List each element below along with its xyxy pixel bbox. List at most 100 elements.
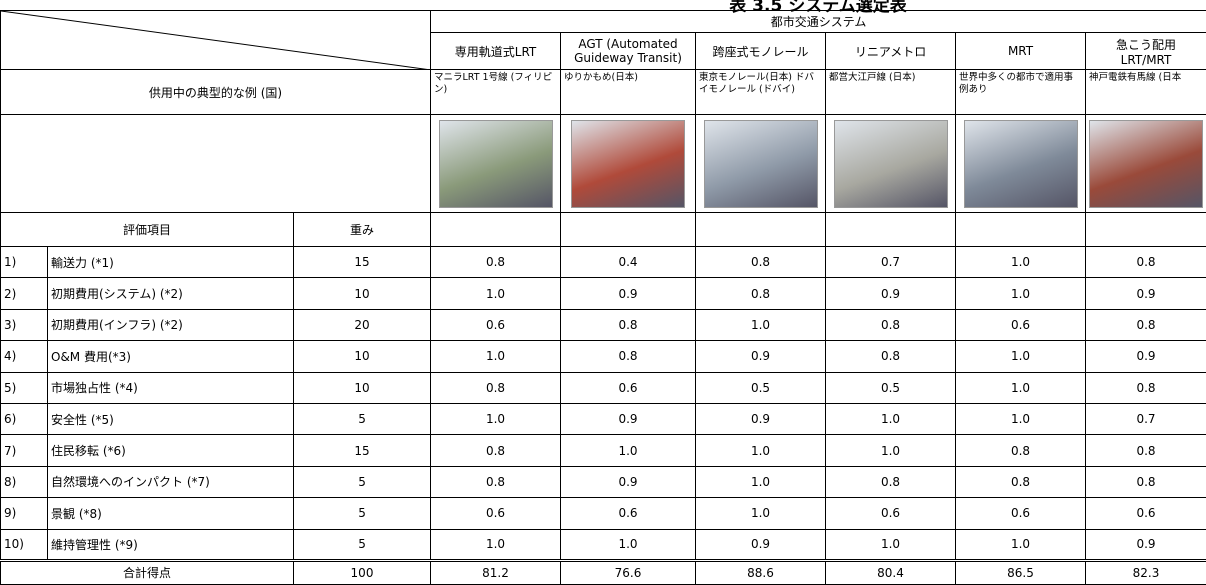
system-example: 都営大江戸線 (日本) [825,69,957,115]
row-number: 4) [0,340,48,373]
weight: 10 [292,371,432,404]
photo [571,119,686,208]
score: 0.8 [1085,308,1206,342]
photo-cell [695,114,827,213]
score: 1.0 [430,277,562,310]
score: 0.6 [430,497,562,530]
empty-cell [0,114,432,213]
system-example: ゆりかもめ(日本) [560,69,697,115]
criterion-row: 10) 維持管理性 (*9) 5 1.0 1.0 0.9 1.0 1.0 0.9 [0,528,1206,561]
score: 1.0 [955,528,1087,561]
system-name: 急こう配用 LRT/MRT [1085,32,1206,70]
criterion: 維持管理性 (*9) [47,528,294,561]
criterion-row: 8) 自然環境へのインパクト (*7) 5 0.8 0.9 1.0 0.8 0.8 0.8 [0,465,1206,499]
criterion-row: 9) 景観 (*8) 5 0.6 0.6 1.0 0.6 0.6 0.6 [0,497,1206,530]
score: 1.0 [430,340,562,373]
criterion: 住民移転 (*6) [47,434,294,467]
total-score: 80.4 [825,558,957,585]
row-number: 10) [0,528,48,561]
score: 1.0 [825,528,957,561]
system-name: リニアメトロ [825,32,957,70]
score: 0.9 [560,465,697,499]
photo-cell [560,114,697,213]
total-weight: 100 [292,558,432,585]
score: 0.8 [825,340,957,373]
score: 0.8 [825,308,957,342]
empty-cell [430,212,562,247]
criterion-row: 5) 市場独占性 (*4) 10 0.8 0.6 0.5 0.5 1.0 0.8 [0,371,1206,404]
criterion-row: 4) O&M 費用(*3) 10 1.0 0.8 0.9 0.8 1.0 0.9 [0,340,1206,373]
score: 0.8 [695,245,827,279]
score: 1.0 [695,465,827,499]
score: 0.5 [825,371,957,404]
weight: 10 [292,340,432,373]
weight: 5 [292,465,432,499]
score: 0.8 [955,465,1087,499]
score: 0.9 [1085,528,1206,561]
row-number: 9) [0,497,48,530]
score: 0.9 [560,402,697,436]
system-name: AGT (Automated Guideway Transit) [560,32,697,70]
score: 1.0 [560,528,697,561]
score: 0.6 [560,371,697,404]
row-number: 7) [0,434,48,467]
weight: 5 [292,528,432,561]
system-name: 専用軌道式LRT [430,32,562,70]
score: 0.8 [430,371,562,404]
photo-cell [825,114,957,213]
score: 0.8 [560,340,697,373]
score: 1.0 [955,277,1087,310]
score: 1.0 [955,245,1087,279]
diagonal [1,11,424,69]
criterion: 初期費用(システム) (*2) [47,277,294,310]
score: 0.9 [825,277,957,310]
score: 1.0 [825,434,957,467]
photo [438,119,553,208]
score: 0.7 [825,245,957,279]
system-name: 跨座式モノレール [695,32,827,70]
score: 1.0 [695,434,827,467]
photo [703,119,818,208]
criterion-row: 2) 初期費用(システム) (*2) 10 1.0 0.9 0.8 0.9 1.0 0.9 [0,277,1206,310]
score: 0.8 [1085,371,1206,404]
criterion-row: 7) 住民移転 (*6) 15 0.8 1.0 1.0 1.0 0.8 0.8 [0,434,1206,467]
score: 0.4 [560,245,697,279]
system-example: 東京モノレール(日本) ドバイモノレール (ドバイ) [695,69,827,115]
row-number: 2) [0,277,48,310]
total-score: 82.3 [1085,558,1206,585]
criterion: 初期費用(インフラ) (*2) [47,308,294,342]
criterion: 輸送力 (*1) [47,245,294,279]
row-number: 6) [0,402,48,436]
item-label: 評価項目 [0,212,294,247]
row-number: 5) [0,371,48,404]
weight-label: 重み [292,212,432,247]
score: 0.6 [430,308,562,342]
score: 0.8 [1085,434,1206,467]
score: 0.7 [1085,402,1206,436]
score: 0.8 [1085,245,1206,279]
criterion-row: 1) 輸送力 (*1) 15 0.8 0.4 0.8 0.7 1.0 0.8 [0,245,1206,279]
criterion: 安全性 (*5) [47,402,294,436]
weight: 20 [292,308,432,342]
photo-cell [1085,114,1206,213]
total-row: 合計得点 100 81.2 76.6 88.6 80.4 86.5 82.3 [0,558,1206,585]
score: 1.0 [955,371,1087,404]
score: 0.8 [825,465,957,499]
row-number: 3) [0,308,48,342]
empty-cell [1085,212,1206,247]
system-name: MRT [955,32,1087,70]
score: 0.6 [955,308,1087,342]
score: 0.8 [430,245,562,279]
weight: 5 [292,402,432,436]
score: 0.9 [1085,277,1206,310]
system-example: 神戸電鉄有馬線 (日本 [1085,69,1206,115]
score: 1.0 [955,402,1087,436]
score: 0.9 [695,528,827,561]
score: 1.0 [430,528,562,561]
weight: 5 [292,497,432,530]
photo [1089,119,1204,208]
empty-cell [955,212,1087,247]
total-score: 86.5 [955,558,1087,585]
score: 0.8 [695,277,827,310]
